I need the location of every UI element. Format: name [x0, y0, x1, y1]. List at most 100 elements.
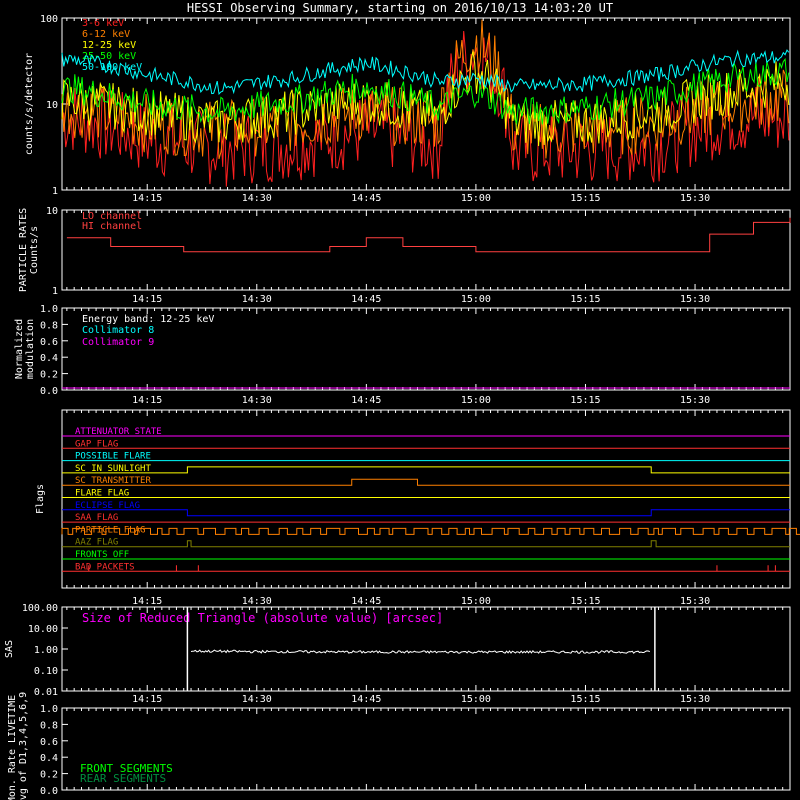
time-tick-label: 14:30 [242, 694, 272, 705]
time-tick-label: 14:15 [132, 395, 162, 406]
counts-series-line [61, 19, 790, 160]
modulation-ylabel-1: Normalized [14, 319, 25, 379]
flag-label: ATTENUATOR STATE [75, 427, 162, 437]
modulation-legend-col9: Collimator 9 [82, 337, 154, 348]
time-tick-label: 15:00 [461, 193, 491, 204]
particle-ytick-label: 10 [46, 206, 58, 217]
counts-legend-50-100: 50-100 keV [82, 62, 142, 73]
modulation-ytick-label: 0.6 [40, 337, 58, 348]
flag-label: GAP FLAG [75, 439, 118, 449]
time-tick-label: 14:30 [242, 395, 272, 406]
time-tick-label: 15:15 [570, 596, 600, 607]
time-tick-label: 15:30 [680, 294, 710, 305]
sas-ytick-label: 0.10 [34, 666, 58, 677]
time-tick-label: 14:30 [242, 596, 272, 607]
time-tick-label: 14:30 [242, 294, 272, 305]
time-tick-label: 15:15 [570, 294, 600, 305]
counts-series-line [61, 49, 790, 95]
counts-ylabel: counts/s/detector [24, 53, 35, 155]
particle-ylabel-1: PARTICLE RATES [18, 208, 29, 292]
time-tick-label: 14:15 [132, 596, 162, 607]
modulation-ytick-label: 1.0 [40, 304, 58, 315]
time-tick-label: 14:45 [351, 294, 381, 305]
flag-label: SAA FLAG [75, 513, 118, 523]
sas-triangle-line [190, 649, 650, 654]
counts-series-line [61, 51, 790, 147]
livetime-ylabel-2: avg of D1,3,4,5,6,9 [18, 692, 29, 800]
particle-lo-line [66, 217, 791, 253]
time-tick-label: 14:45 [351, 694, 381, 705]
flag-line [62, 466, 790, 474]
particle-ylabel-2: Counts/s [29, 226, 40, 274]
livetime-legend-rear: REAR SEGMENTS [80, 772, 166, 785]
flag-label: SC IN SUNLIGHT [75, 464, 151, 474]
time-tick-label: 15:30 [680, 596, 710, 607]
flag-label: ECLIPSE FLAG [75, 501, 140, 511]
flag-line [62, 540, 790, 548]
modulation-ytick-label: 0.4 [40, 353, 58, 364]
livetime-ytick-label: 1.0 [40, 704, 58, 715]
sas-ytick-label: 0.01 [34, 687, 58, 698]
modulation-ytick-label: 0.0 [40, 386, 58, 397]
time-tick-label: 15:15 [570, 395, 600, 406]
livetime-panel-frame [61, 707, 791, 791]
time-tick-label: 15:30 [680, 694, 710, 705]
counts-ytick-label: 1 [52, 186, 58, 197]
counts-legend-3-6: 3-6 keV [82, 18, 124, 29]
time-tick-label: 15:00 [461, 395, 491, 406]
modulation-legend-col8: Collimator 8 [82, 325, 154, 336]
livetime-ytick-label: 0.4 [40, 753, 58, 764]
livetime-ylabel-1: Mon. Rate LIVETIME [7, 695, 18, 800]
counts-legend-6-12: 6-12 keV [82, 29, 130, 40]
chart-title: HESSI Observing Summary, starting on 201… [186, 1, 614, 15]
modulation-ytick-label: 0.8 [40, 320, 58, 331]
counts-series-line [61, 30, 790, 187]
time-tick-label: 14:15 [132, 294, 162, 305]
flag-label: BAD PACKETS [75, 562, 135, 572]
flag-label: FRONTS OFF [75, 550, 129, 560]
time-tick-label: 15:30 [680, 395, 710, 406]
time-tick-label: 14:45 [351, 395, 381, 406]
livetime-legend-front: FRONT SEGMENTS [80, 762, 173, 775]
flags-panel-frame [61, 409, 791, 589]
flags-ylabel: Flags [35, 484, 46, 514]
sas-ylabel: SAS [4, 640, 15, 658]
modulation-ytick-label: 0.2 [40, 370, 58, 381]
flag-label: FLARE FLAG [75, 489, 129, 499]
livetime-ytick-label: 0.8 [40, 720, 58, 731]
flag-line [61, 527, 800, 535]
flag-label: AAZ FLAG [75, 538, 118, 548]
counts-legend-25-50: 25-50 keV [82, 51, 136, 62]
particle-panel-frame [61, 209, 791, 291]
flag-label: POSSIBLE FLARE [75, 452, 151, 462]
time-tick-label: 15:00 [461, 596, 491, 607]
flag-line [62, 509, 790, 517]
time-tick-label: 15:15 [570, 694, 600, 705]
sas-ytick-label: 100.00 [22, 603, 58, 614]
counts-ytick-label: 100 [40, 14, 58, 25]
time-tick-label: 15:00 [461, 694, 491, 705]
counts-ytick-label: 10 [46, 100, 58, 111]
flag-label: PARTICLE FLAG [75, 525, 145, 535]
livetime-ytick-label: 0.6 [40, 737, 58, 748]
time-tick-label: 14:15 [132, 694, 162, 705]
counts-legend-12-25: 12-25 keV [82, 40, 136, 51]
particle-legend-hi: HI channel [82, 221, 142, 232]
counts-series-line [61, 57, 790, 126]
modulation-ylabel-2: modulation [25, 319, 36, 379]
modulation-panel-frame [61, 307, 791, 391]
sas-ytick-label: 1.00 [34, 645, 58, 656]
modulation-legend-band: Energy band: 12-25 keV [82, 314, 214, 325]
livetime-ytick-label: 0.0 [40, 786, 58, 797]
time-tick-label: 14:45 [351, 596, 381, 607]
particle-legend-lo: LO channel [82, 211, 142, 222]
time-tick-label: 15:30 [680, 193, 710, 204]
livetime-ytick-label: 0.2 [40, 770, 58, 781]
time-tick-label: 14:15 [132, 193, 162, 204]
particle-ytick-label: 1 [52, 286, 58, 297]
flag-label: SC TRANSMITTER [75, 476, 151, 486]
time-tick-label: 15:15 [570, 193, 600, 204]
time-tick-label: 14:30 [242, 193, 272, 204]
flag-line [62, 565, 790, 572]
